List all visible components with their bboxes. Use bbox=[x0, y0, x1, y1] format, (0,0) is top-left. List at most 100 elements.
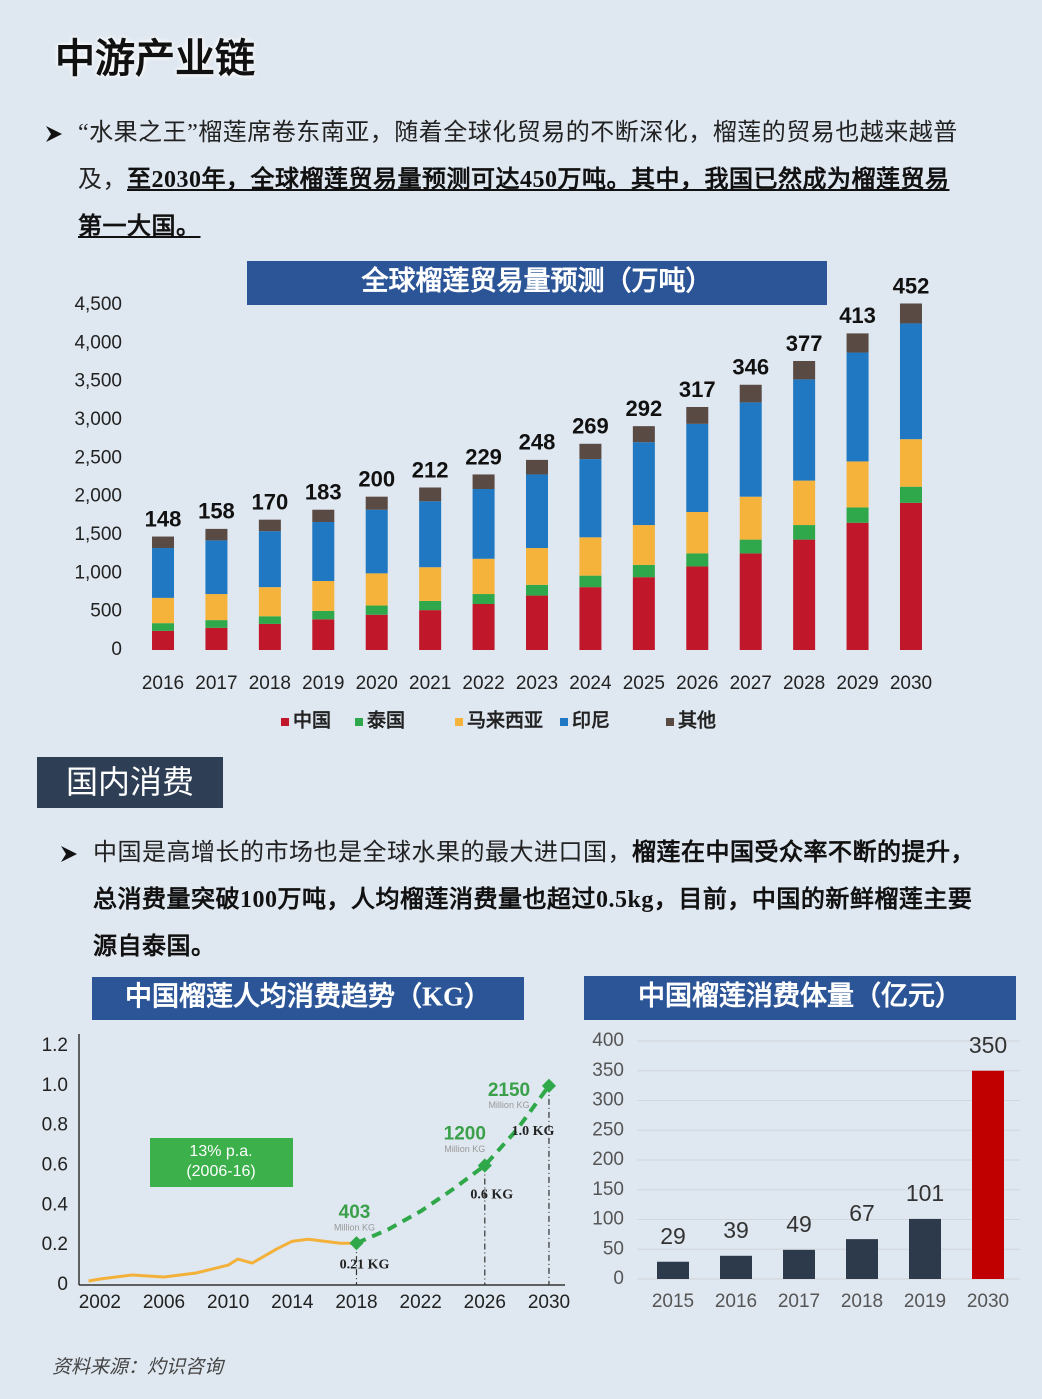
chart-title-box bbox=[92, 977, 524, 1020]
x-tick-label: 2020 bbox=[356, 673, 398, 694]
y-tick-label: 350 bbox=[592, 1060, 624, 1081]
page-heading: 中游产业链 bbox=[55, 36, 255, 81]
x-tick-label: 2018 bbox=[841, 1291, 883, 1312]
x-tick-label: 2029 bbox=[836, 673, 878, 694]
value-label: 101 bbox=[906, 1180, 944, 1206]
value-label: 29 bbox=[660, 1223, 686, 1249]
bar-segment bbox=[632, 426, 655, 443]
x-tick-label: 2028 bbox=[783, 673, 825, 694]
x-tick-label: 2017 bbox=[195, 673, 237, 694]
bar-segment bbox=[526, 459, 548, 475]
x-tick-label: 2030 bbox=[967, 1291, 1009, 1312]
total-label: 183 bbox=[305, 480, 342, 505]
y-tick-label: 50 bbox=[603, 1238, 624, 1259]
total-label: 413 bbox=[839, 303, 876, 328]
bar-segment bbox=[899, 486, 922, 503]
bar-segment bbox=[686, 512, 709, 554]
chart-title: 中国榴莲消费体量（亿元） bbox=[638, 981, 962, 1011]
x-tick-label: 2019 bbox=[302, 673, 344, 694]
y-tick-label: 3,500 bbox=[74, 371, 122, 392]
bar bbox=[846, 1239, 878, 1279]
annotation-unit: Million KG bbox=[444, 1144, 485, 1154]
annotation-value: 403 bbox=[339, 1202, 371, 1223]
total-label: 269 bbox=[572, 414, 609, 439]
annotation-kg: 0.6 KG bbox=[470, 1188, 513, 1203]
bar-segment bbox=[258, 623, 281, 650]
bar-segment bbox=[846, 333, 869, 353]
legend-swatch bbox=[355, 718, 363, 726]
legend-swatch bbox=[666, 718, 674, 726]
bar-segment bbox=[312, 581, 335, 611]
bar-segment bbox=[526, 584, 548, 596]
bar-segment bbox=[312, 509, 335, 522]
bar-segment bbox=[793, 379, 816, 481]
annotation-value: 2150 bbox=[488, 1080, 530, 1101]
annotation-value: 1200 bbox=[444, 1124, 486, 1145]
bar-segment bbox=[846, 461, 869, 508]
bar-segment bbox=[312, 619, 335, 650]
bar-segment bbox=[419, 487, 442, 502]
section-heading: 国内消费 bbox=[37, 757, 223, 808]
series-line bbox=[88, 1237, 357, 1283]
bar-segment bbox=[632, 564, 655, 578]
bar-segment bbox=[793, 525, 816, 540]
legend-label: 泰国 bbox=[366, 708, 405, 731]
annotation-kg: 0.21 KG bbox=[340, 1257, 390, 1272]
bar-segment bbox=[739, 539, 762, 554]
y-tick-label: 100 bbox=[592, 1209, 624, 1230]
callout-text: (2006-16) bbox=[186, 1163, 255, 1180]
annotation-marker bbox=[477, 1158, 492, 1173]
x-tick-label: 2026 bbox=[676, 673, 718, 694]
bar-segment bbox=[365, 614, 388, 650]
bar-segment bbox=[846, 522, 869, 650]
text-run: “水果之王”榴莲席卷东南亚，随着全球化贸易的不断深化，榴莲的贸易也越来越普及， bbox=[78, 120, 958, 193]
annotation-unit: Million KG bbox=[334, 1223, 375, 1233]
total-label: 452 bbox=[893, 273, 930, 298]
y-tick-label: 0.2 bbox=[42, 1234, 68, 1255]
callout-box bbox=[150, 1138, 293, 1187]
bar-segment bbox=[152, 536, 175, 549]
y-tick-label: 200 bbox=[592, 1149, 624, 1170]
y-tick-label: 0 bbox=[613, 1268, 624, 1289]
series-line bbox=[355, 1084, 551, 1246]
total-label: 377 bbox=[786, 331, 823, 356]
bar-segment bbox=[472, 604, 495, 650]
legend-swatch bbox=[455, 718, 463, 726]
bar-segment bbox=[846, 352, 869, 462]
total-label: 212 bbox=[412, 457, 449, 482]
y-tick-label: 1,000 bbox=[74, 562, 122, 583]
x-tick-label: 2022 bbox=[462, 673, 504, 694]
intro-paragraph: “水果之王”榴莲席卷东南亚，随着全球化贸易的不断深化，榴莲的贸易也越来越普及，至… bbox=[78, 110, 968, 251]
bar-segment bbox=[632, 525, 655, 565]
bar-segment bbox=[579, 587, 602, 650]
bar-segment bbox=[205, 594, 228, 621]
y-tick-label: 1.0 bbox=[42, 1075, 68, 1096]
annotation-marker bbox=[349, 1236, 364, 1251]
annotation-kg: 1.0 KG bbox=[512, 1124, 555, 1139]
x-tick-label: 2006 bbox=[143, 1292, 185, 1313]
x-tick-label: 2010 bbox=[207, 1292, 249, 1313]
total-label: 158 bbox=[198, 499, 235, 524]
legend-label: 印尼 bbox=[572, 709, 610, 731]
y-tick-label: 400 bbox=[592, 1030, 624, 1051]
x-tick-label: 2015 bbox=[652, 1291, 694, 1312]
total-label: 317 bbox=[679, 377, 716, 402]
y-tick-label: 0 bbox=[57, 1274, 68, 1295]
y-tick-label: 4,000 bbox=[74, 332, 122, 353]
bar-segment bbox=[365, 605, 388, 615]
x-tick-label: 2002 bbox=[79, 1292, 121, 1313]
x-tick-label: 2019 bbox=[904, 1291, 946, 1312]
bar-segment bbox=[739, 402, 762, 497]
y-tick-label: 4,500 bbox=[74, 294, 122, 315]
bar-segment bbox=[739, 553, 762, 650]
y-tick-label: 3,000 bbox=[74, 409, 122, 430]
bar-segment bbox=[419, 610, 442, 650]
y-tick-label: 0.4 bbox=[42, 1194, 69, 1215]
total-label: 170 bbox=[252, 489, 289, 514]
chart-title: 中国榴莲人均消费趋势（KG） bbox=[125, 982, 491, 1012]
x-tick-label: 2030 bbox=[528, 1292, 570, 1313]
bar-segment bbox=[419, 567, 442, 601]
bar-segment bbox=[152, 630, 175, 650]
chart-title: 全球榴莲贸易量预测（万吨） bbox=[361, 265, 713, 296]
bar bbox=[783, 1249, 815, 1279]
